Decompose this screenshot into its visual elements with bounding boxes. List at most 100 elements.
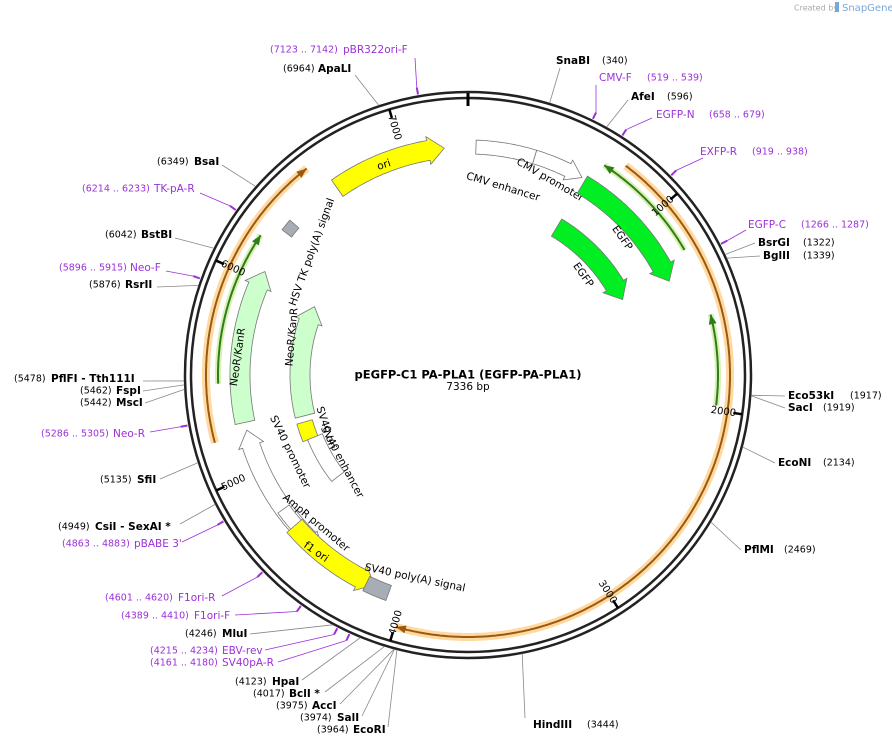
primer-name: TK-pA-R bbox=[153, 183, 195, 195]
primer-name: EGFP-N bbox=[656, 109, 695, 121]
feature-arrow bbox=[307, 433, 345, 483]
site-position: (3974) bbox=[300, 713, 332, 724]
site-leader bbox=[521, 653, 526, 719]
primer-mark bbox=[592, 112, 597, 120]
site-position: (3975) bbox=[276, 701, 308, 712]
site-leader bbox=[174, 237, 214, 249]
site-name: FspI bbox=[116, 385, 141, 397]
ring-tick bbox=[733, 411, 743, 416]
primer-name: CMV-F bbox=[599, 72, 632, 84]
site-position: (5442) bbox=[80, 398, 112, 409]
ring-tick bbox=[612, 599, 620, 609]
site-name: PflMI bbox=[744, 544, 774, 556]
site-name: ApaLI bbox=[318, 63, 351, 75]
watermark-brand: SnapGene bbox=[842, 3, 892, 14]
primer-mark bbox=[415, 87, 420, 95]
feature-arrow bbox=[532, 149, 583, 181]
site-position: (5135) bbox=[100, 475, 132, 486]
site-name: Eco53kI bbox=[788, 390, 834, 402]
primer-range: (658 .. 679) bbox=[709, 110, 765, 121]
primer-mark bbox=[720, 239, 728, 245]
primer-name: EBV-rev bbox=[222, 645, 263, 657]
site-leader bbox=[156, 284, 199, 288]
ring-tick bbox=[388, 109, 394, 119]
feature-arrow bbox=[229, 270, 272, 425]
site-name: HpaI bbox=[272, 676, 299, 688]
feature-arrow bbox=[330, 135, 445, 197]
primer-mark bbox=[295, 605, 302, 613]
site-position: (5478) bbox=[14, 374, 46, 385]
primer-leader bbox=[165, 270, 194, 277]
site-position: (4123) bbox=[235, 677, 267, 688]
arc-line bbox=[603, 164, 686, 251]
site-leader bbox=[606, 99, 629, 128]
feature-label: NeoR/KanR bbox=[283, 307, 300, 366]
arc-head bbox=[395, 625, 407, 634]
primer-leader bbox=[727, 229, 747, 241]
primer-range: (519 .. 539) bbox=[647, 73, 703, 84]
site-leader bbox=[387, 649, 398, 728]
site-leader bbox=[221, 164, 256, 187]
site-leader bbox=[549, 67, 561, 104]
site-leader bbox=[751, 394, 786, 397]
site-leader bbox=[742, 446, 776, 464]
feature-arrow bbox=[281, 219, 300, 238]
feature-arrow bbox=[576, 175, 675, 282]
site-position: (1322) bbox=[803, 238, 835, 249]
primer-mark bbox=[192, 275, 201, 280]
primer-mark bbox=[621, 129, 628, 136]
primer-name: EGFP-C bbox=[748, 219, 786, 231]
primer-range: (4863 .. 4883) bbox=[62, 539, 130, 550]
primer-name: Neo-F bbox=[130, 262, 161, 274]
site-leader bbox=[726, 255, 761, 259]
arc-head bbox=[604, 165, 615, 174]
primer-leader bbox=[149, 426, 181, 433]
site-name: PflFI - Tth111I bbox=[51, 373, 135, 385]
feature-label: HSV TK poly(A) signal bbox=[287, 197, 337, 308]
site-leader bbox=[339, 648, 395, 705]
site-leader bbox=[751, 395, 786, 409]
arc-head bbox=[296, 168, 307, 178]
outer-ring bbox=[183, 90, 753, 660]
site-name: CsiI - SexAI * bbox=[95, 521, 171, 533]
primer-name: F1ori-F bbox=[194, 610, 230, 622]
primer-leader bbox=[264, 634, 335, 651]
site-position: (2469) bbox=[784, 545, 816, 556]
site-name: BglII bbox=[763, 250, 790, 262]
feature-label: ori bbox=[376, 157, 393, 173]
site-leader bbox=[159, 462, 199, 480]
ring-tick bbox=[669, 192, 679, 201]
site-position: (4949) bbox=[58, 522, 90, 533]
site-leader bbox=[249, 624, 333, 635]
primer-range: (6214 .. 6233) bbox=[82, 184, 150, 195]
site-position: (1919) bbox=[823, 403, 855, 414]
primer-mark bbox=[229, 205, 237, 211]
primer-range: (4161 .. 4180) bbox=[150, 658, 218, 669]
site-position: (4017) bbox=[253, 689, 285, 700]
site-name: MluI bbox=[222, 628, 247, 640]
site-position: (2134) bbox=[823, 458, 855, 469]
primer-range: (4389 .. 4410) bbox=[121, 611, 189, 622]
ring-tick bbox=[215, 259, 225, 266]
primer-leader bbox=[277, 640, 347, 663]
primer-name: SV40pA-R bbox=[222, 657, 274, 669]
primer-leader bbox=[221, 576, 258, 597]
site-name: BstBI bbox=[141, 229, 172, 241]
site-position: (5876) bbox=[89, 280, 121, 291]
site-leader bbox=[301, 637, 361, 681]
arc-head bbox=[708, 314, 717, 325]
site-position: (4246) bbox=[185, 629, 217, 640]
feature-arrow bbox=[289, 306, 323, 419]
primer-leader bbox=[181, 524, 218, 543]
ring-tick bbox=[389, 631, 395, 642]
site-position: (3964) bbox=[317, 725, 349, 736]
logo-icon bbox=[835, 2, 839, 12]
site-leader bbox=[361, 649, 395, 717]
primer-leader bbox=[234, 611, 297, 616]
primer-range: (1266 .. 1287) bbox=[801, 220, 869, 231]
primer-mark bbox=[256, 571, 263, 578]
site-name: SnaBI bbox=[556, 55, 590, 67]
site-name: EcoNI bbox=[778, 457, 811, 469]
primer-range: (5896 .. 5915) bbox=[59, 263, 127, 274]
